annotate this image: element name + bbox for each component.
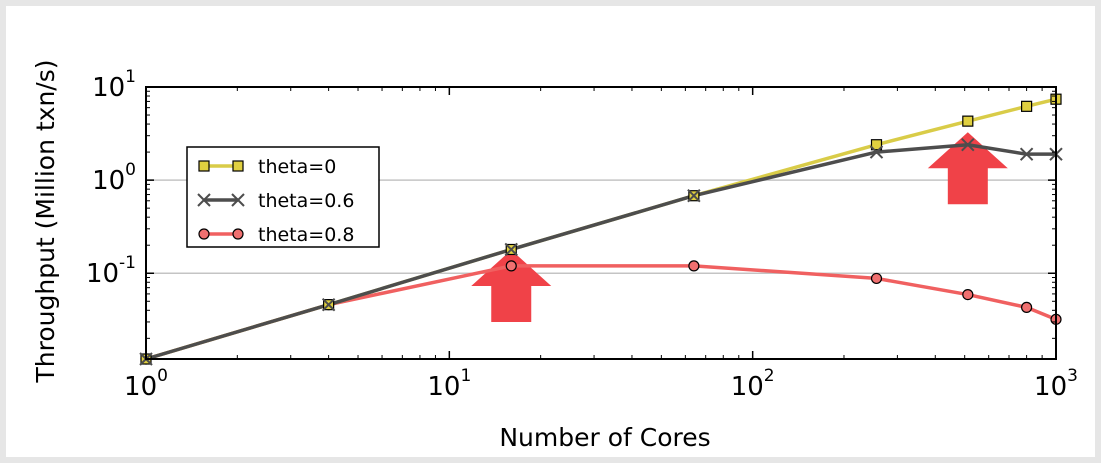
data-point-x <box>1019 147 1034 161</box>
data-point-x <box>231 193 245 207</box>
data-point-x <box>321 297 336 312</box>
data-point-x <box>687 189 701 203</box>
data-point-circle <box>688 260 700 272</box>
legend-label: theta=0 <box>258 156 336 178</box>
legend-entry-theta-0-8: theta=0.8 <box>198 224 354 246</box>
data-point-square <box>870 139 883 151</box>
data-point-circle <box>1021 301 1033 313</box>
y-tick-label: 100 <box>92 160 136 196</box>
data-point-square <box>1021 100 1033 112</box>
data-point-circle <box>870 272 883 285</box>
red-up-arrow <box>471 249 552 322</box>
data-point-square <box>962 115 974 127</box>
legend: theta=0 theta=0.6 theta=0.8 <box>186 146 380 248</box>
data-point-square <box>232 160 244 172</box>
x-tick-label: 103 <box>1034 366 1078 402</box>
series-layer <box>139 93 1063 366</box>
series-theta-0-8 <box>145 264 1057 361</box>
legend-entry-theta-0-6: theta=0.6 <box>197 190 354 212</box>
series-line <box>145 264 1057 361</box>
data-point-x <box>197 193 211 207</box>
legend-box <box>186 146 380 248</box>
series-line <box>145 142 1056 361</box>
y-tick-label: 101 <box>92 67 136 103</box>
markers-theta-0-8 <box>140 260 1062 365</box>
x-tick-label: 102 <box>731 366 775 402</box>
data-point-x <box>961 138 975 152</box>
data-point-circle <box>198 228 210 240</box>
y-tick-label: 10-1 <box>86 253 136 289</box>
data-point-circle <box>232 228 244 240</box>
x-tick-label: 100 <box>124 366 168 402</box>
data-point-circle <box>505 260 517 272</box>
plot-area-border <box>145 86 1057 360</box>
legend-label: theta=0.6 <box>258 190 354 212</box>
data-point-square <box>198 160 210 172</box>
red-up-arrow <box>927 132 1008 205</box>
tick-layer: 10-1 100 101 100 101 102 103 <box>86 67 1078 402</box>
annotation-arrows <box>471 132 1008 322</box>
x-axis-label: Number of Cores <box>499 423 710 452</box>
data-point-x <box>504 242 518 257</box>
x-tick-label: 101 <box>427 366 471 402</box>
legend-label: theta=0.8 <box>258 224 354 246</box>
data-point-circle <box>962 288 974 301</box>
data-point-x <box>869 145 884 159</box>
y-axis-label: Throughput (Million txn/s) <box>31 60 60 384</box>
series-theta-0-6 <box>145 142 1056 361</box>
throughput-chart: 10-1 100 101 100 101 102 103 Number of Cores T… <box>31 60 1078 453</box>
legend-entry-theta-0: theta=0 <box>198 156 336 178</box>
